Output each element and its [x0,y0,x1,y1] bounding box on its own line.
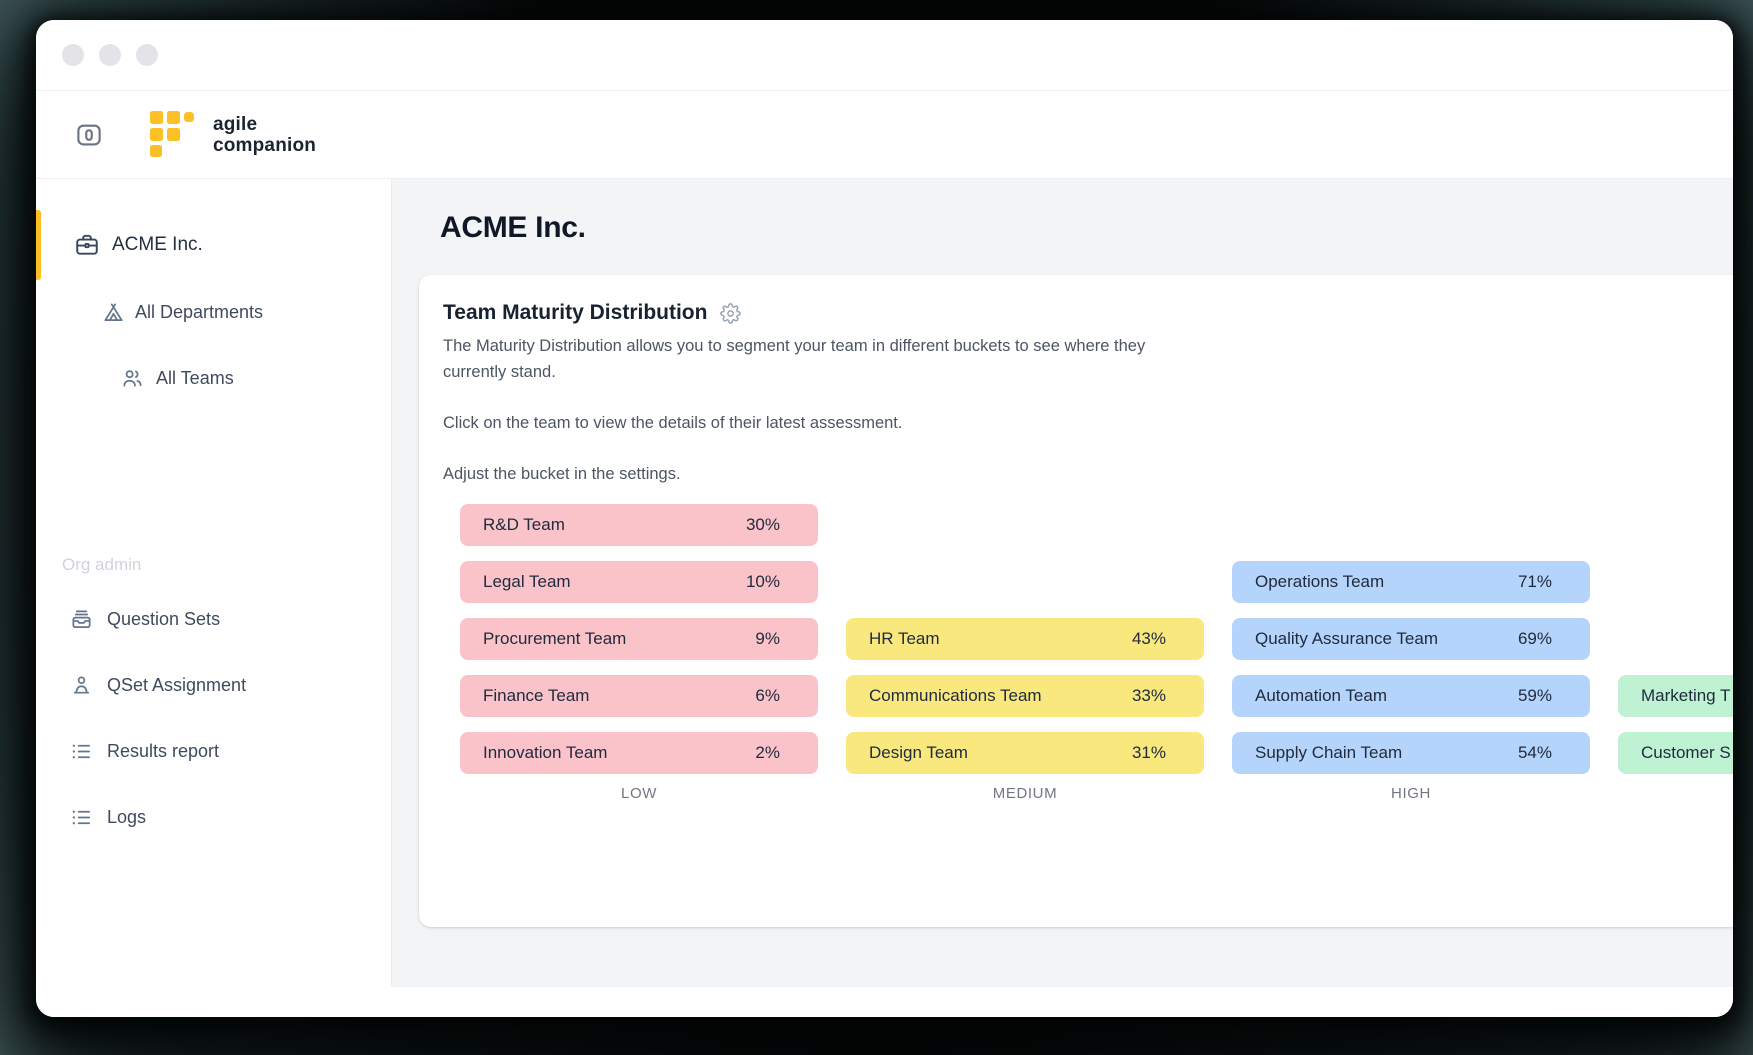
team-name: Customer S [1641,743,1731,762]
sidebar-section-label: Org admin [62,555,142,574]
team-value: 9% [755,629,780,648]
sidebar-item-question-sets[interactable]: Question Sets [36,595,391,643]
sidebar-item-label: ACME Inc. [112,234,203,255]
bucket-label: HIGH [1391,785,1431,802]
team-value: 10% [745,572,780,591]
window-control-dot-2[interactable] [99,44,121,66]
users-icon [121,367,144,390]
bucket-low: R&D Team 30% Legal Team 10% Procurement … [460,504,818,805]
card-instruction-click: Click on the team to view the details of… [443,414,903,432]
team-chip[interactable]: Customer S [1618,732,1733,774]
maturity-card: Team Maturity Distribution The Maturity … [419,275,1733,927]
window-footer [36,987,1733,1017]
team-name: Design Team [869,743,968,762]
team-name: Automation Team [1255,686,1387,705]
team-name: Quality Assurance Team [1255,629,1438,648]
team-chip[interactable]: HR Team 43% [846,618,1204,660]
team-chip[interactable]: Supply Chain Team 54% [1232,732,1590,774]
team-chip[interactable]: Innovation Team 2% [460,732,818,774]
team-chip[interactable]: Quality Assurance Team 69% [1232,618,1590,660]
team-name: Supply Chain Team [1255,743,1403,762]
team-chip[interactable]: Marketing T [1618,675,1733,717]
logs-icon [70,806,93,829]
main-content: ACME Inc. Team Maturity Distribution The… [392,179,1733,987]
assignment-icon [70,674,93,697]
sidebar-item-qset-assignment[interactable]: QSet Assignment [36,661,391,709]
bucket-high: Operations Team 71% Quality Assurance Te… [1232,561,1590,805]
team-name: Legal Team [483,572,571,591]
team-chip[interactable]: Automation Team 59% [1232,675,1590,717]
page-title: ACME Inc. [440,211,586,244]
team-value: 59% [1517,686,1552,705]
team-value: 2% [755,743,780,762]
team-name: Marketing T [1641,686,1731,705]
settings-gear-icon[interactable] [720,302,742,324]
team-name: Finance Team [483,686,590,705]
sidebar: ACME Inc. All Departments [36,179,392,987]
sidebar-item-acme-inc[interactable]: ACME Inc. [36,210,391,280]
sidebar-item-all-teams[interactable]: All Teams [36,354,391,402]
sidebar-item-label: All Departments [135,301,264,322]
logo-icon [150,110,198,159]
window-control-dot-3[interactable] [136,44,158,66]
app-window: agile companion ACME Inc. [36,20,1733,1017]
team-name: HR Team [869,629,940,648]
team-value: 30% [745,515,780,534]
bucket-label [1618,785,1733,805]
bucket-label: LOW [621,785,657,802]
list-icon [70,740,93,763]
sidebar-toggle-icon[interactable] [74,120,104,150]
bucket-medium: HR Team 43% Communications Team 33% Desi… [846,618,1204,805]
sidebar-item-label: All Teams [156,367,234,388]
team-value: 31% [1131,743,1166,762]
briefcase-icon [74,232,100,258]
card-title: Team Maturity Distribution [443,301,708,324]
titlebar [36,20,1733,91]
team-value: 6% [755,686,780,705]
team-value: 71% [1517,572,1552,591]
team-chip[interactable]: Finance Team 6% [460,675,818,717]
bucket-clipped: Marketing T Customer S [1618,675,1733,805]
team-name: Communications Team [869,686,1042,705]
tent-icon [102,301,125,324]
app-logo: agile companion [150,110,317,159]
maturity-buckets: R&D Team 30% Legal Team 10% Procurement … [460,504,1733,805]
sidebar-item-label: Question Sets [107,608,221,629]
team-value: 33% [1131,686,1166,705]
card-description: The Maturity Distribution allows you to … [443,337,1146,381]
sidebar-item-label: Logs [107,806,147,827]
team-chip[interactable]: R&D Team 30% [460,504,818,546]
team-chip[interactable]: Procurement Team 9% [460,618,818,660]
card-instruction-adjust: Adjust the bucket in the settings. [443,465,681,483]
sidebar-item-label: Results report [107,740,220,761]
window-control-dot-1[interactable] [62,44,84,66]
team-value: 69% [1517,629,1552,648]
sidebar-item-logs[interactable]: Logs [36,793,391,841]
team-value: 54% [1517,743,1552,762]
team-name: Procurement Team [483,629,627,648]
team-name: Operations Team [1255,572,1385,591]
team-chip[interactable]: Communications Team 33% [846,675,1204,717]
archive-icon [70,608,93,631]
sidebar-item-label: QSet Assignment [107,674,247,695]
logo-text: agile companion [213,113,317,156]
team-chip[interactable]: Legal Team 10% [460,561,818,603]
team-chip[interactable]: Design Team 31% [846,732,1204,774]
sidebar-item-all-departments[interactable]: All Departments [36,288,391,336]
team-name: Innovation Team [483,743,608,762]
team-value: 43% [1131,629,1166,648]
team-name: R&D Team [483,515,565,534]
team-chip[interactable]: Operations Team 71% [1232,561,1590,603]
sidebar-item-results-report[interactable]: Results report [36,727,391,775]
app-header: agile companion [36,91,1733,179]
bucket-label: MEDIUM [992,785,1058,802]
